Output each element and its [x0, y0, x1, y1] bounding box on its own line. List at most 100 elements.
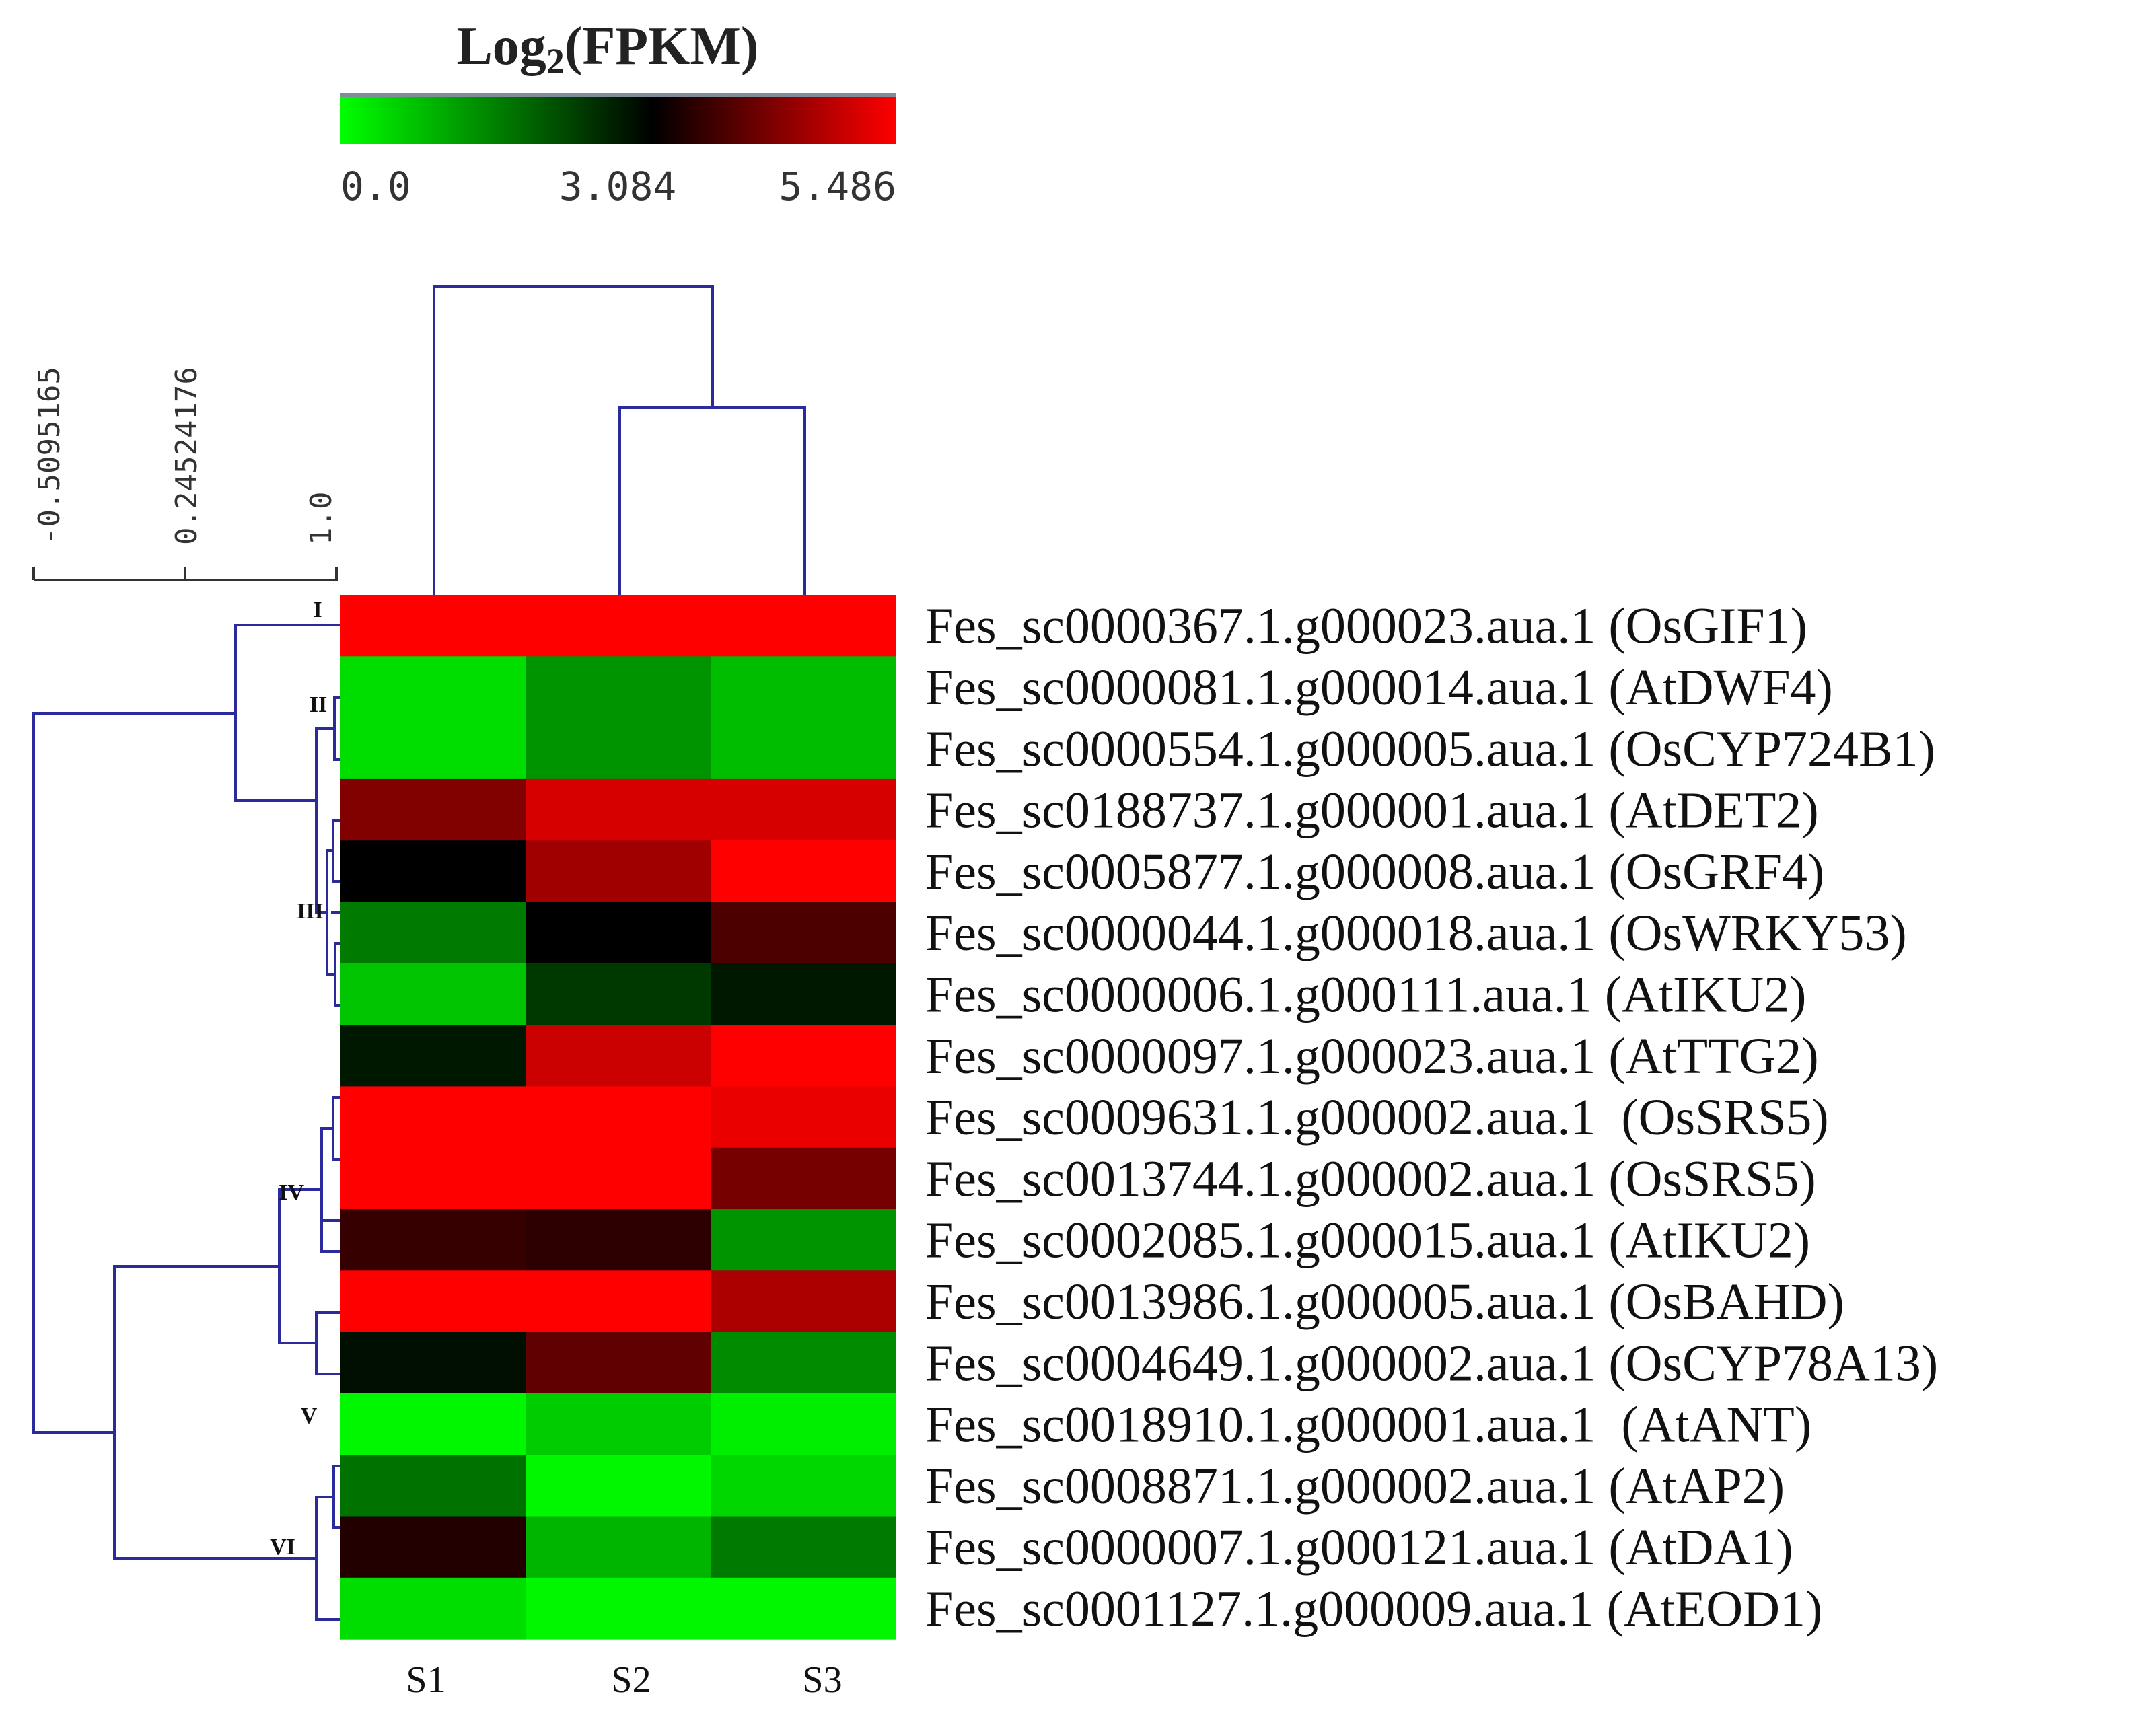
- heatmap-cell-r14-c0: [340, 1455, 526, 1517]
- heatmap-cell-r11-c2: [711, 1270, 896, 1333]
- heatmap-cell-r3-c2: [711, 778, 896, 841]
- heatmap-cell-r6-c2: [711, 963, 896, 1025]
- row-dendrogram-cluster-v: [315, 1311, 340, 1375]
- heatmap-cell-r13-c0: [340, 1393, 526, 1455]
- heatmap-cell-r5-c2: [711, 902, 896, 964]
- row-label: Fes_sc0000007.1.g000121.aua.1 (AtDA1): [925, 1519, 1793, 1576]
- heatmap-cell-r12-c1: [526, 1332, 711, 1394]
- heatmap-cell-r1-c2: [711, 656, 896, 719]
- heatmap-cell-r9-c0: [340, 1147, 526, 1210]
- row-dendrogram: [32, 624, 340, 1621]
- cluster-label-ii: II: [310, 692, 327, 717]
- distance-tick-min: -0.5095165: [32, 367, 67, 545]
- cluster-labels: I II III IV V VI: [270, 597, 327, 1560]
- cluster-label-iii: III: [297, 899, 324, 924]
- heatmap-cells: [340, 595, 896, 1640]
- colorbar-tick-mid: 3.084: [559, 163, 677, 209]
- column-labels: S1 S2 S3: [406, 1659, 842, 1701]
- colorbar: Log2(FPKM) 0.0 3.084 5.486: [340, 17, 896, 209]
- heatmap-cell-r15-c0: [340, 1516, 526, 1578]
- heatmap-cell-r6-c1: [526, 963, 711, 1025]
- column-label-s1: S1: [406, 1659, 445, 1701]
- row-label: Fes_sc0008871.1.g000002.aua.1 (AtAP2): [925, 1458, 1785, 1515]
- row-dendrogram-cluster-ii: [333, 696, 340, 761]
- heatmap-cell-r13-c1: [526, 1393, 711, 1455]
- heatmap-cell-r7-c1: [526, 1025, 711, 1087]
- heatmap-cell-r12-c0: [340, 1332, 526, 1394]
- heatmap-cell-r16-c0: [340, 1577, 526, 1640]
- heatmap-cell-r10-c0: [340, 1209, 526, 1271]
- column-label-s3: S3: [802, 1659, 842, 1701]
- heatmap-cell-r14-c1: [526, 1455, 711, 1517]
- row-dendrogram-cluster-iv-b: [320, 1127, 340, 1253]
- colorbar-tick-max: 5.486: [779, 163, 896, 209]
- row-label: Fes_sc0002085.1.g000015.aua.1 (AtIKU2): [925, 1212, 1810, 1269]
- distance-scale: -0.5095165 0.24524176 1.0: [32, 367, 338, 581]
- heatmap-cell-r12-c2: [711, 1332, 896, 1394]
- heatmap-cell-r6-c0: [340, 963, 526, 1025]
- heatmap-cell-r9-c1: [526, 1147, 711, 1210]
- heatmap-cell-r0-c1: [526, 595, 711, 657]
- row-label: Fes_sc0005877.1.g000008.aua.1 (OsGRF4): [925, 844, 1824, 900]
- colorbar-top-edge: [340, 93, 896, 98]
- row-label: Fes_sc0018910.1.g000001.aua.1 (AtANT): [925, 1397, 1811, 1453]
- column-dendrogram-s2-s3: [618, 406, 806, 595]
- heatmap-cell-r0-c0: [340, 595, 526, 657]
- row-dendrogram-cluster-vi: [308, 1465, 340, 1621]
- heatmap-cell-r4-c2: [711, 840, 896, 903]
- column-dendrogram: [433, 285, 806, 595]
- heatmap-cell-r2-c0: [340, 717, 526, 780]
- row-label: Fes_sc0013986.1.g000005.aua.1 (OsBAHD): [925, 1274, 1844, 1330]
- row-dendrogram-cluster-iii-a: [332, 819, 340, 883]
- heatmap-cell-r5-c0: [340, 902, 526, 964]
- row-label: Fes_sc0004649.1.g000002.aua.1 (OsCYP78A1…: [925, 1335, 1938, 1391]
- cluster-label-vi: VI: [270, 1535, 295, 1560]
- row-label: Fes_sc0000006.1.g000111.aua.1 (AtIKU2): [925, 967, 1806, 1023]
- row-dendrogram-ii-iii: [315, 727, 334, 914]
- row-dendrogram-cluster-iii-b: [334, 942, 340, 1007]
- heatmap-cell-r11-c1: [526, 1270, 711, 1333]
- row-label: Fes_sc0000097.1.g000023.aua.1 (AtTTG2): [925, 1028, 1819, 1085]
- distance-tick-max: 1.0: [304, 492, 338, 545]
- heatmap-cell-r0-c2: [711, 595, 896, 657]
- row-label: Fes_sc0000044.1.g000018.aua.1 (OsWRKY53): [925, 905, 1907, 961]
- row-label: Fes_sc0001127.1.g000009.aua.1 (AtEOD1): [925, 1581, 1822, 1638]
- heatmap-cell-r7-c0: [340, 1025, 526, 1087]
- row-label: Fes_sc0013744.1.g000002.aua.1 (OsSRS5): [925, 1151, 1816, 1207]
- heatmap-cell-r10-c1: [526, 1209, 711, 1271]
- cluster-label-v: V: [301, 1404, 318, 1428]
- colorbar-tick-min: 0.0: [340, 163, 411, 209]
- heatmap-cell-r7-c2: [711, 1025, 896, 1087]
- heatmap-cell-r16-c1: [526, 1577, 711, 1640]
- heatmap-cell-r10-c2: [711, 1209, 896, 1271]
- heatmap-cell-r4-c1: [526, 840, 711, 903]
- distance-tick-mid: 0.24524176: [170, 367, 204, 545]
- heatmap-cell-r2-c1: [526, 717, 711, 780]
- heatmap-cell-r8-c0: [340, 1086, 526, 1149]
- heatmap-cell-r15-c2: [711, 1516, 896, 1578]
- heatmap-cell-r2-c2: [711, 717, 896, 780]
- column-label-s2: S2: [611, 1659, 651, 1701]
- row-label: Fes_sc0000367.1.g000023.aua.1 (OsGIF1): [925, 598, 1807, 655]
- colorbar-title: Log2(FPKM): [456, 17, 758, 81]
- heatmap-cell-r8-c1: [526, 1086, 711, 1149]
- row-label: Fes_sc0000554.1.g000005.aua.1 (OsCYP724B…: [925, 721, 1935, 777]
- column-dendrogram-root: [433, 285, 714, 595]
- heatmap-cell-r13-c2: [711, 1393, 896, 1455]
- heatmap-cell-r3-c1: [526, 778, 711, 841]
- row-dendrogram-cluster-iv-a: [332, 1096, 340, 1161]
- row-dendrogram-root: [32, 712, 236, 1434]
- heatmap-cell-r3-c0: [340, 778, 526, 841]
- heatmap-cell-r15-c1: [526, 1516, 711, 1578]
- heatmap-cell-r1-c0: [340, 656, 526, 719]
- row-label: Fes_sc0000081.1.g000014.aua.1 (AtDWF4): [925, 659, 1833, 716]
- row-label: Fes_sc0009631.1.g000002.aua.1 (OsSRS5): [925, 1089, 1829, 1146]
- heatmap-cell-r5-c1: [526, 902, 711, 964]
- heatmap-cell-r14-c2: [711, 1455, 896, 1517]
- cluster-label-iv: IV: [279, 1180, 304, 1205]
- heatmap-cell-r11-c0: [340, 1270, 526, 1333]
- heatmap-cell-r8-c2: [711, 1086, 896, 1149]
- row-label: Fes_sc0188737.1.g000001.aua.1 (AtDET2): [925, 782, 1819, 839]
- cluster-label-i: I: [313, 597, 322, 622]
